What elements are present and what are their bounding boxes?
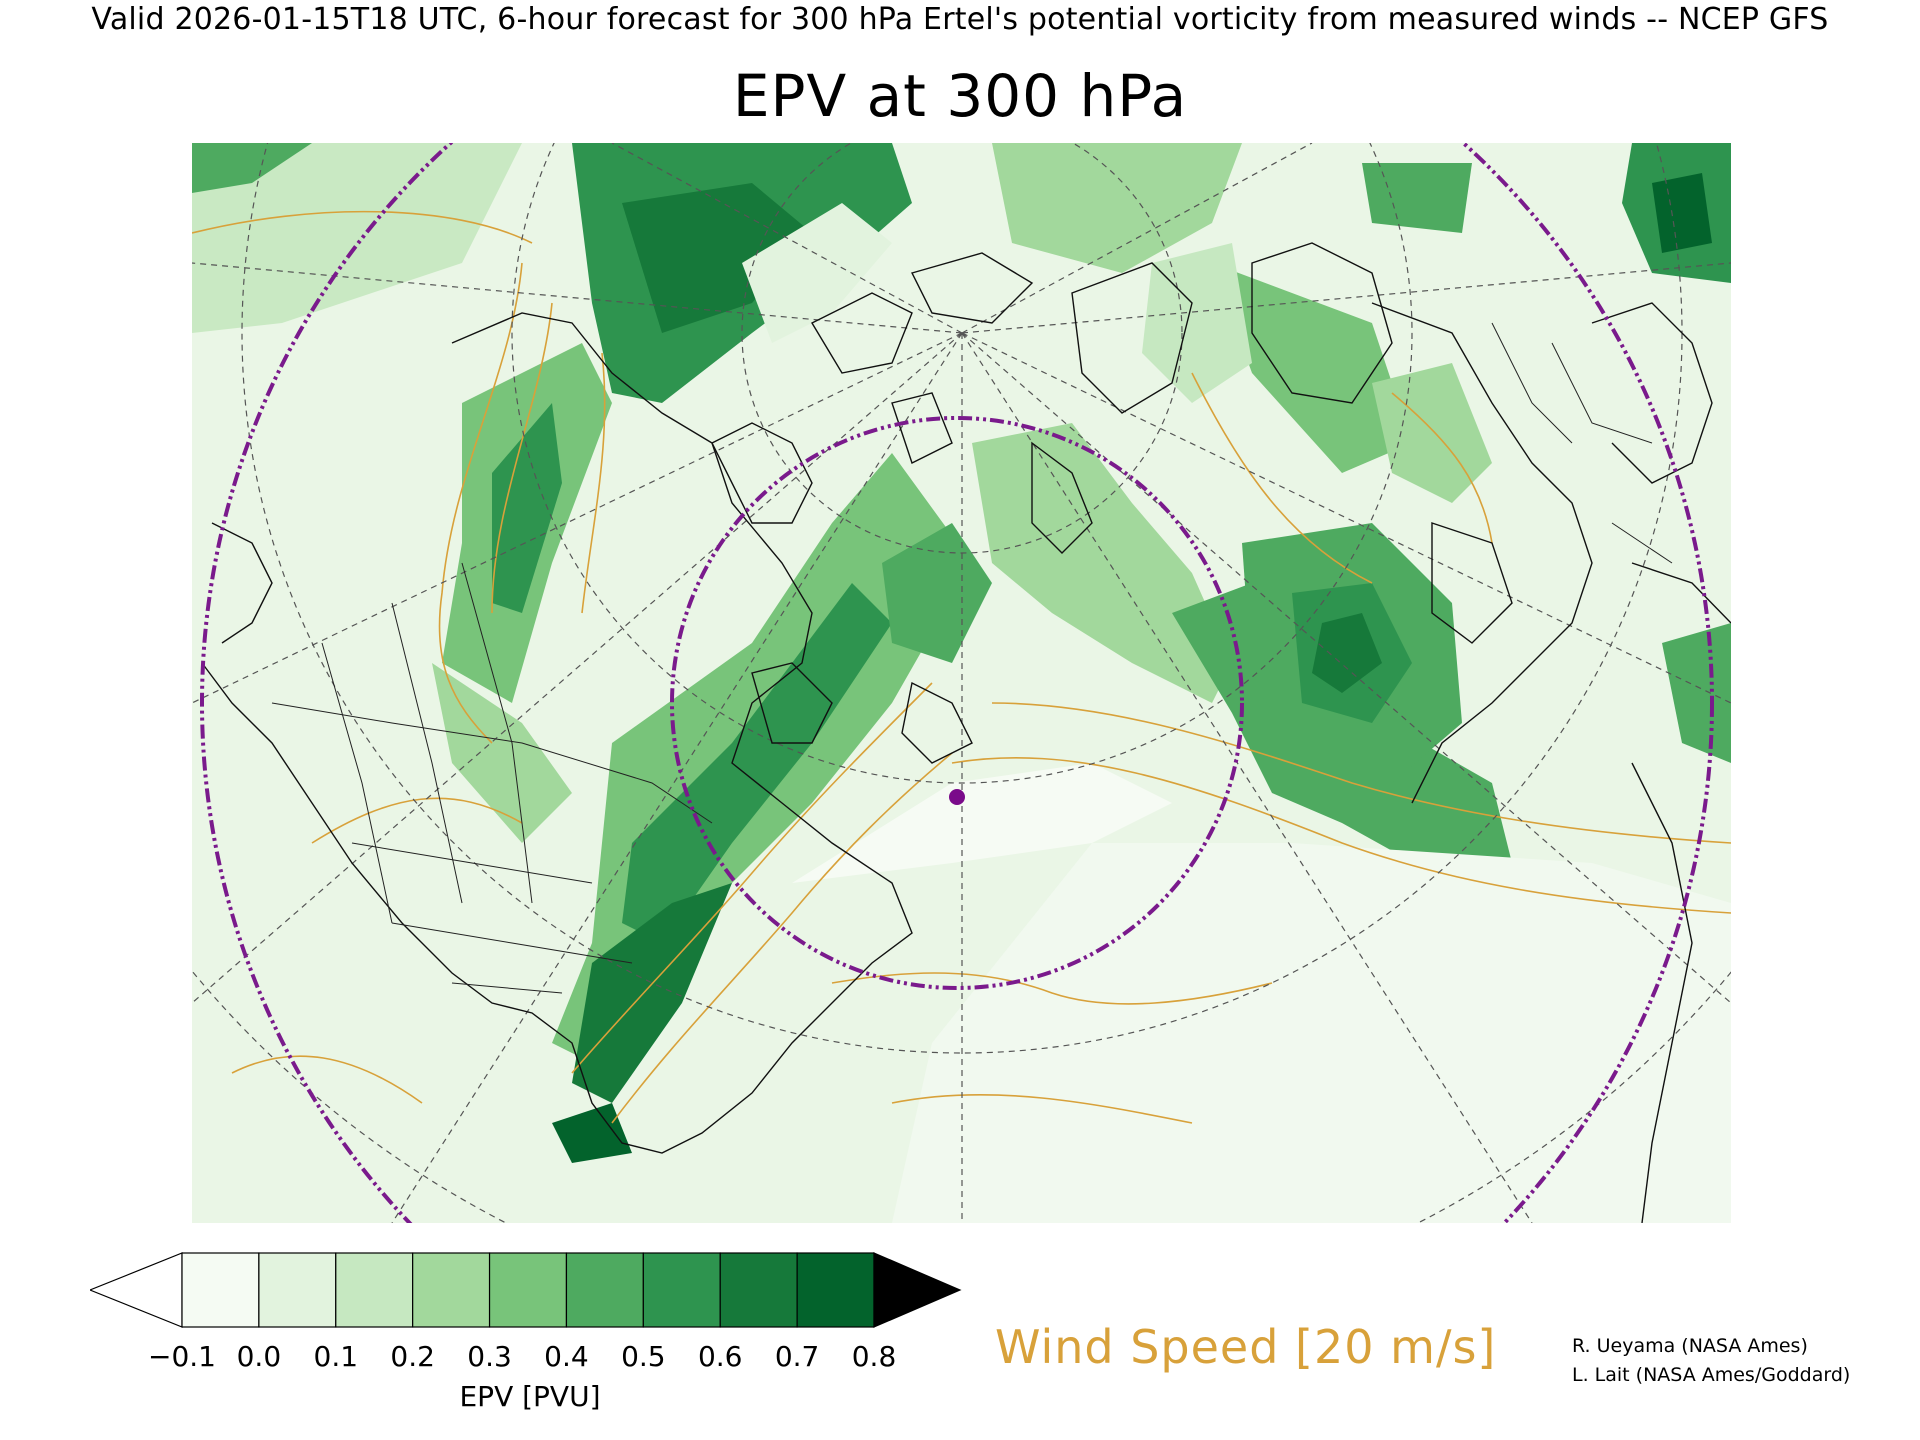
epv-colorbar [88,1245,970,1335]
epv-shading [192,143,1731,1223]
wind-speed-contours [192,210,1731,1124]
coastlines [201,242,1731,1223]
colorbar-tick-label: −0.1 [148,1340,216,1373]
inner-range-ring [670,416,1244,990]
colorbar-box [488,1252,568,1328]
colorbar-box [181,1252,260,1328]
colorbar-box [719,1252,798,1328]
colorbar-tick-label: 0.0 [236,1340,282,1373]
political-borders [271,322,1673,994]
colorbar-tick-label: 0.1 [313,1340,359,1373]
range-rings [200,143,1714,1223]
colorbar-tick-label: 0.8 [851,1340,897,1373]
colorbar-tick-label: 0.3 [467,1340,512,1373]
credit-line: R. Ueyama (NASA Ames) [1572,1335,1808,1357]
outer-range-ring [200,143,1714,1223]
colorbar-box [412,1252,491,1328]
epv-map [192,143,1731,1223]
plot-title: EPV at 300 hPa [732,62,1188,130]
center-marker [949,789,965,805]
colorbar-over-arrow [873,1252,962,1328]
colorbar-tick-label: 0.5 [621,1340,666,1373]
colorbar-tick-label: 0.7 [774,1340,820,1373]
valid-time-caption: Valid 2026-01-15T18 UTC, 6-hour forecast… [91,2,1829,37]
colorbar-tick-label: 0.6 [697,1340,743,1373]
wind-speed-label: Wind Speed [20 m/s] [995,1320,1497,1374]
colorbar-tick-label: 0.2 [390,1340,435,1373]
colorbar-box [565,1252,644,1328]
colorbar-box [335,1252,414,1328]
colorbar-box [796,1252,875,1328]
colorbar-tick-label: 0.4 [544,1340,589,1373]
colorbar-under-arrow [88,1252,183,1328]
colorbar-label: EPV [PVU] [459,1380,601,1413]
colorbar-box [258,1252,337,1328]
credit-line: L. Lait (NASA Ames/Goddard) [1572,1364,1851,1386]
colorbar-box [642,1252,721,1328]
